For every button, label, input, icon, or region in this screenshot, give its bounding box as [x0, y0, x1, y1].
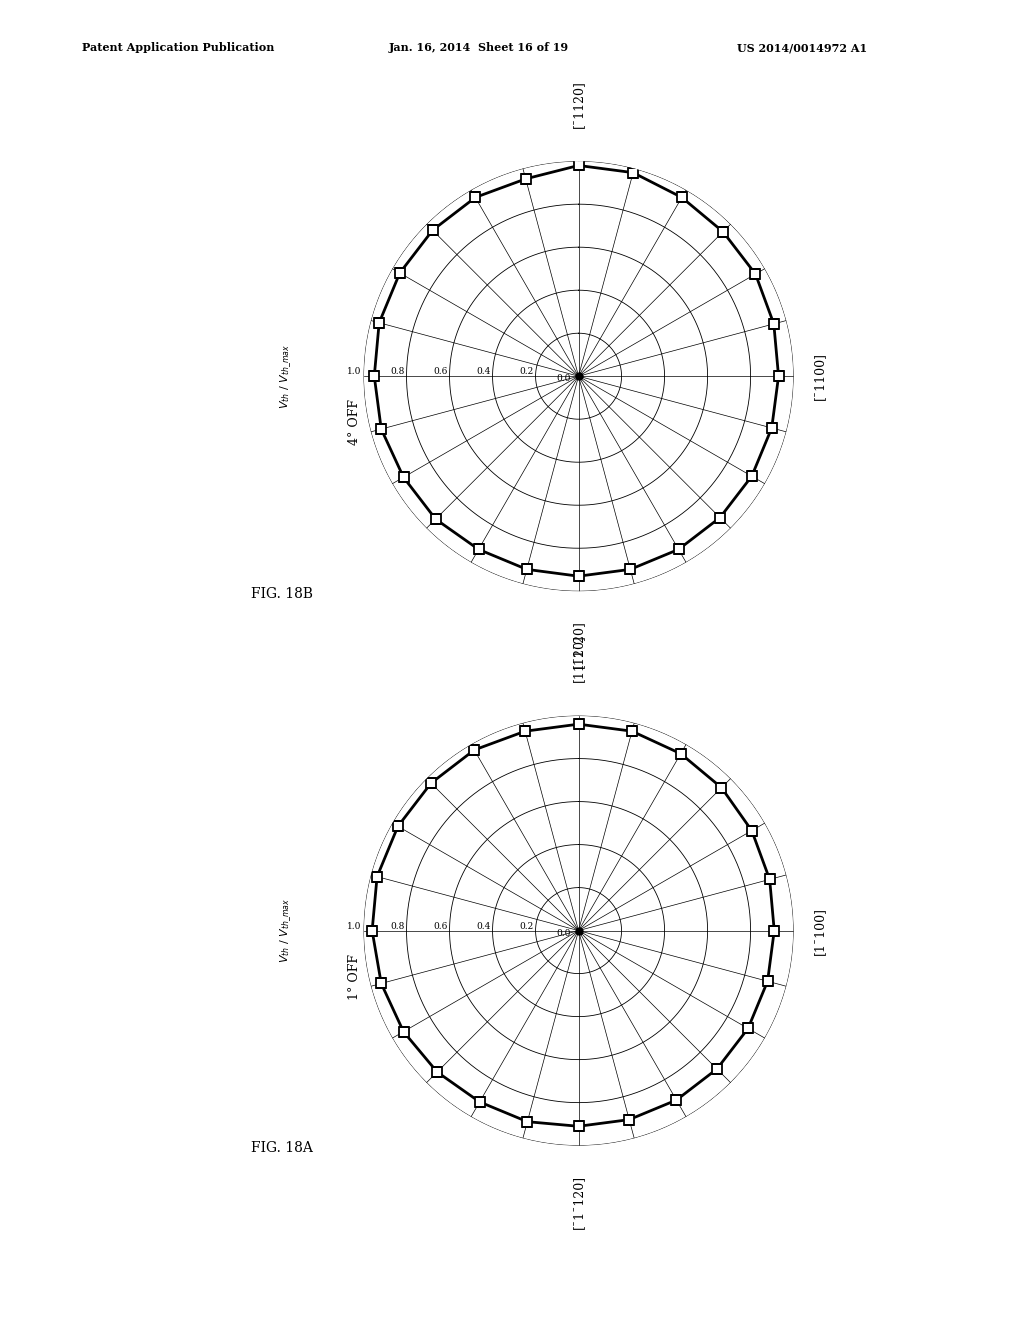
Text: FIG. 18B: FIG. 18B	[251, 586, 313, 601]
Text: [1¯100]: [1¯100]	[813, 907, 825, 954]
Text: 0.6: 0.6	[433, 921, 447, 931]
Text: 1.0: 1.0	[347, 921, 361, 931]
Text: 0.2: 0.2	[519, 921, 534, 931]
Text: 1.0: 1.0	[347, 367, 361, 376]
Text: 0.4: 0.4	[476, 921, 490, 931]
Text: [11¯20]: [11¯20]	[572, 620, 585, 668]
Text: FIG. 18A: FIG. 18A	[251, 1140, 312, 1155]
Text: $V_{th}\ /\ V_{th\_max}$: $V_{th}\ /\ V_{th\_max}$	[279, 898, 295, 964]
Text: $V_{th}\ /\ V_{th\_max}$: $V_{th}\ /\ V_{th\_max}$	[279, 343, 295, 409]
Text: [11¯20]: [11¯20]	[572, 635, 585, 682]
Text: 0.0: 0.0	[557, 929, 571, 937]
Text: 0.6: 0.6	[433, 367, 447, 376]
Text: [¯1120]: [¯1120]	[572, 81, 585, 128]
Text: 4° OFF: 4° OFF	[348, 400, 361, 445]
Text: Jan. 16, 2014  Sheet 16 of 19: Jan. 16, 2014 Sheet 16 of 19	[389, 42, 569, 53]
Text: 0.4: 0.4	[476, 367, 490, 376]
Text: 0.2: 0.2	[519, 367, 534, 376]
Text: US 2014/0014972 A1: US 2014/0014972 A1	[737, 42, 867, 53]
Text: [¯1¯120]: [¯1¯120]	[572, 1175, 585, 1229]
Text: 1° OFF: 1° OFF	[348, 954, 361, 999]
Text: [¯1100]: [¯1100]	[813, 352, 825, 400]
Text: Patent Application Publication: Patent Application Publication	[82, 42, 274, 53]
Text: 0.0: 0.0	[557, 375, 571, 383]
Text: 0.8: 0.8	[390, 921, 404, 931]
Text: 0.8: 0.8	[390, 367, 404, 376]
